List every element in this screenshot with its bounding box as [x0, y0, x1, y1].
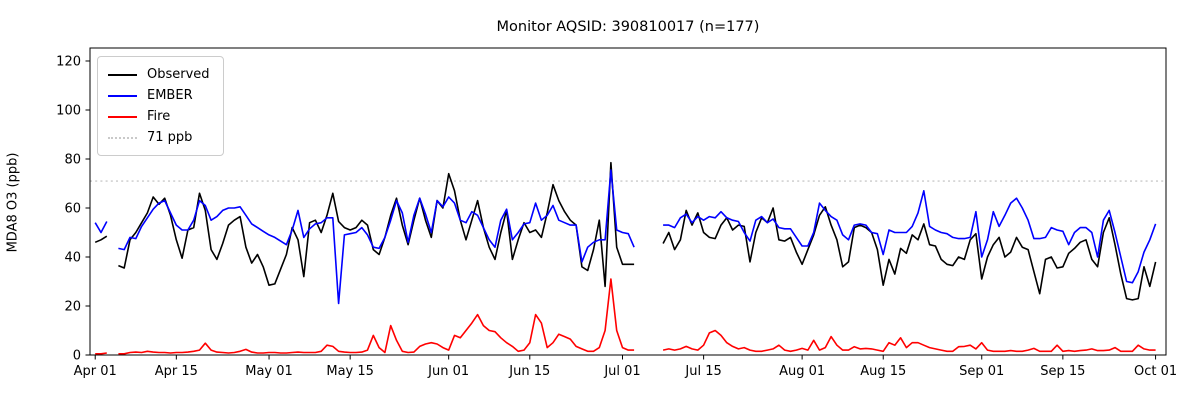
y-tick-label: 80 — [64, 152, 81, 167]
x-tick-label: May 15 — [326, 364, 374, 379]
legend-item-ember: EMBER — [108, 85, 210, 106]
series-observed-line — [94, 161, 1157, 301]
x-tick-label: Apr 15 — [155, 364, 198, 379]
legend-label-observed: Observed — [147, 67, 210, 82]
legend-item-threshold: 71 ppb — [108, 127, 210, 148]
legend-item-fire: Fire — [108, 106, 210, 127]
y-tick-label: 40 — [64, 250, 81, 265]
legend: Observed EMBER Fire 71 ppb — [97, 56, 224, 156]
fire-line-swatch — [108, 115, 137, 118]
x-tick-label: Aug 15 — [860, 364, 906, 379]
x-tick-label: Oct 01 — [1134, 364, 1177, 379]
y-tick-label: 20 — [64, 299, 81, 314]
ember-line-swatch — [108, 94, 137, 97]
threshold-line-swatch — [108, 136, 137, 139]
y-tick-label: 100 — [56, 103, 81, 118]
legend-label-threshold: 71 ppb — [147, 130, 193, 145]
x-tick-label: Sep 15 — [1040, 364, 1085, 379]
x-tick-label: Jul 01 — [603, 364, 640, 379]
x-tick-label: May 01 — [245, 364, 293, 379]
x-tick-label: Sep 01 — [959, 364, 1004, 379]
y-tick-label: 60 — [64, 201, 81, 216]
x-tick-label: Jul 15 — [684, 364, 721, 379]
x-tick-label: Jun 15 — [508, 364, 550, 379]
y-tick-label: 120 — [56, 54, 81, 69]
chart-title: Monitor AQSID: 390810017 (n=177) — [496, 19, 760, 35]
legend-label-fire: Fire — [147, 109, 171, 124]
observed-line-swatch — [108, 73, 137, 76]
series-fire-line — [95, 278, 1156, 355]
x-tick-label: Aug 01 — [779, 364, 825, 379]
x-tick-label: Apr 01 — [74, 364, 117, 379]
axes-frame — [89, 47, 1167, 356]
legend-label-ember: EMBER — [147, 88, 193, 103]
x-tick-label: Jun 01 — [427, 364, 469, 379]
series-ember-line — [94, 169, 1157, 305]
y-tick-label: 0 — [73, 349, 81, 364]
legend-item-observed: Observed — [108, 64, 210, 85]
